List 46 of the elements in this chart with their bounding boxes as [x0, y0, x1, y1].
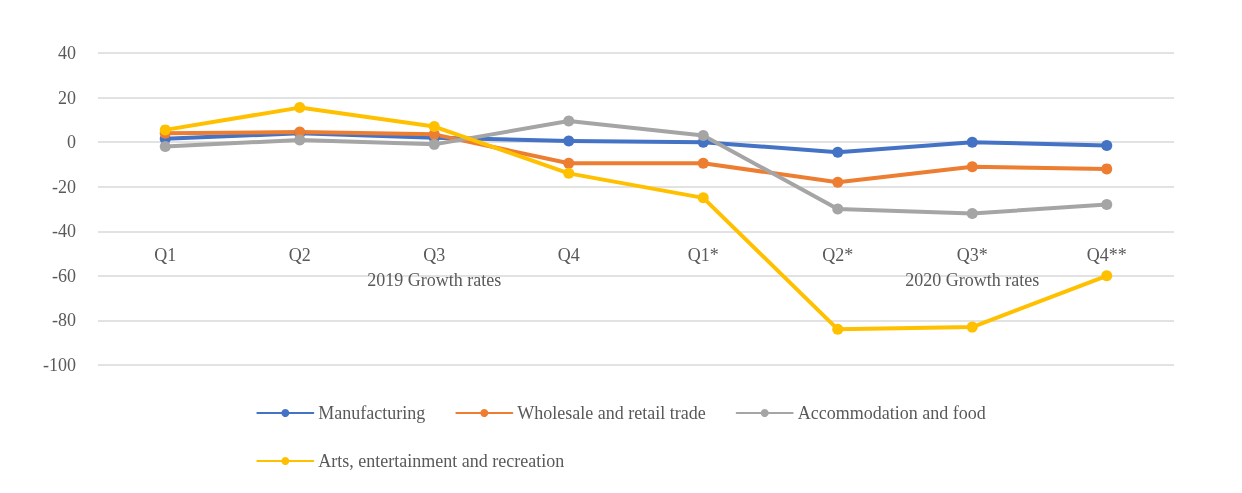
- y-tick-label: -20: [52, 176, 76, 197]
- y-tick-label: -60: [52, 265, 76, 286]
- y-tick-label: -80: [52, 310, 76, 331]
- legend-label: Wholesale and retail trade: [517, 403, 706, 423]
- x-tick-label: Q3: [423, 245, 446, 266]
- point: [563, 115, 575, 127]
- point: [832, 146, 844, 158]
- x-tick-label: Q3*: [956, 245, 988, 266]
- y-tick-label: -40: [52, 221, 76, 242]
- point: [1101, 139, 1113, 151]
- annotation: 2019 Growth rates: [367, 270, 502, 291]
- x-tick-label: Q2*: [822, 245, 854, 266]
- point: [832, 176, 844, 188]
- point: [966, 207, 978, 219]
- point: [563, 135, 575, 147]
- point: [966, 161, 978, 173]
- point: [294, 102, 306, 114]
- point: [428, 138, 440, 150]
- y-tick-label: 40: [58, 43, 76, 63]
- y-tick-label: 0: [67, 132, 76, 153]
- x-tick-label: Q2: [288, 245, 311, 266]
- legend-label: Accommodation and food: [797, 403, 986, 423]
- y-tick-label: -100: [43, 355, 76, 375]
- point: [966, 136, 978, 148]
- point: [1101, 199, 1113, 211]
- point: [697, 129, 709, 141]
- point: [697, 192, 709, 204]
- x-tick-label: Q1*: [687, 245, 719, 266]
- point: [1101, 163, 1113, 175]
- x-tick-label: Q4**: [1086, 245, 1127, 266]
- point: [159, 141, 171, 153]
- point: [428, 121, 440, 133]
- point: [832, 203, 844, 215]
- x-tick-label: Q1: [154, 245, 177, 266]
- point: [563, 157, 575, 169]
- annotation: 2020 Growth rates: [905, 270, 1040, 291]
- y-tick-label: 20: [58, 87, 76, 108]
- point: [294, 134, 306, 146]
- legend-label: Manufacturing: [318, 403, 426, 423]
- point: [563, 167, 575, 179]
- x-tick-label: Q4: [557, 245, 580, 266]
- point: [697, 157, 709, 169]
- point: [832, 323, 844, 335]
- point: [966, 321, 978, 333]
- legend-label: Arts, entertainment and recreation: [318, 451, 565, 471]
- point: [1101, 270, 1113, 282]
